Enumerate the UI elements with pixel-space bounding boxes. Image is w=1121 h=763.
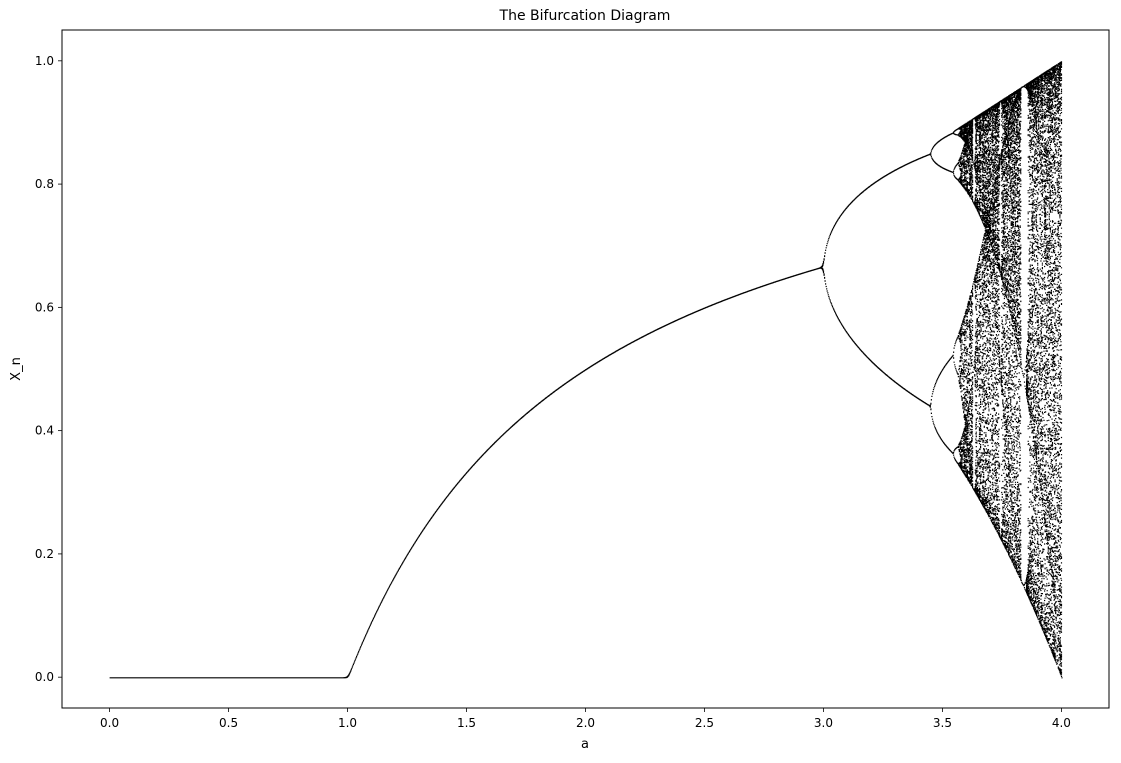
y-axis: 0.0 0.2 0.4 0.6 0.8 1.0 — [35, 54, 62, 684]
plot-area — [109, 61, 1063, 679]
y-tick-label: 0.4 — [35, 424, 54, 438]
x-tick-label: 1.5 — [457, 716, 476, 730]
x-tick-label: 2.0 — [576, 716, 595, 730]
y-tick-label: 0.0 — [35, 670, 54, 684]
y-tick-label: 0.2 — [35, 547, 54, 561]
bifurcation-points — [109, 61, 1063, 679]
x-tick-label: 2.5 — [695, 716, 714, 730]
y-tick-label: 0.8 — [35, 177, 54, 191]
x-tick-label: 0.0 — [100, 716, 119, 730]
x-axis-label: a — [581, 737, 589, 752]
x-tick-label: 0.5 — [219, 716, 238, 730]
y-tick-label: 1.0 — [35, 54, 54, 68]
y-axis-label: X_n — [9, 357, 24, 381]
x-tick-label: 3.0 — [814, 716, 833, 730]
x-tick-label: 1.0 — [338, 716, 357, 730]
x-tick-label: 3.5 — [933, 716, 952, 730]
x-tick-label: 4.0 — [1052, 716, 1071, 730]
chart-title: The Bifurcation Diagram — [499, 8, 671, 24]
x-axis: 0.0 0.5 1.0 1.5 2.0 2.5 3.0 3.5 4.0 — [100, 708, 1071, 730]
y-tick-label: 0.6 — [35, 300, 54, 314]
